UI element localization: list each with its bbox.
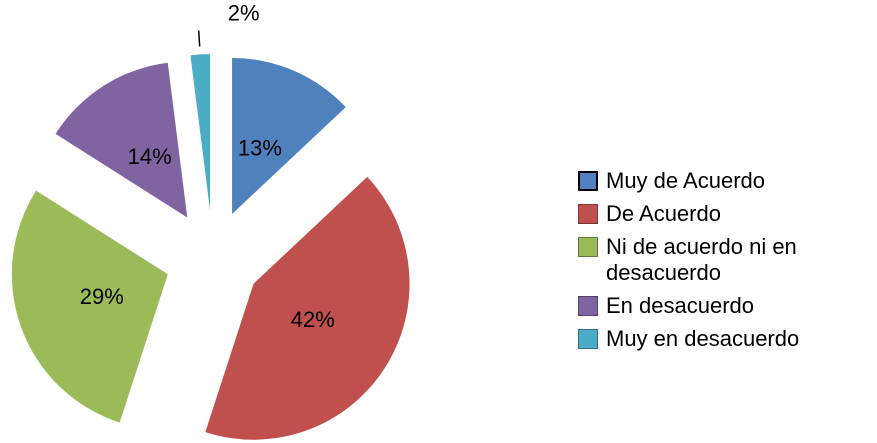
pie-slice bbox=[205, 176, 410, 440]
legend-swatch bbox=[578, 296, 598, 316]
pie-slice bbox=[190, 54, 210, 211]
legend-label: Ni de acuerdo ni en desacuerdo bbox=[606, 234, 797, 285]
leader-line bbox=[197, 30, 201, 47]
legend-label: En desacuerdo bbox=[606, 293, 754, 318]
legend-swatch bbox=[578, 237, 598, 257]
pie-slice bbox=[55, 62, 188, 218]
pie-slice bbox=[232, 57, 346, 214]
data-label: 2% bbox=[228, 0, 260, 25]
legend-swatch bbox=[578, 204, 598, 224]
legend-label: Muy de Acuerdo bbox=[606, 168, 765, 193]
legend-swatch bbox=[578, 171, 598, 191]
legend-item: En desacuerdo bbox=[578, 293, 868, 319]
legend: Muy de Acuerdo De Acuerdo Ni de acuerdo ni… bbox=[578, 168, 868, 359]
data-label: 29% bbox=[80, 284, 124, 309]
legend-item: Muy en desacuerdo bbox=[578, 326, 868, 352]
data-label: 13% bbox=[238, 135, 282, 160]
legend-label: De Acuerdo bbox=[606, 201, 721, 226]
pie-slice bbox=[11, 190, 168, 423]
legend-item: Muy de Acuerdo bbox=[578, 168, 868, 194]
data-label: 42% bbox=[291, 307, 335, 332]
legend-item: Ni de acuerdo ni en desacuerdo bbox=[578, 234, 868, 286]
data-label: 14% bbox=[128, 144, 172, 169]
legend-item: De Acuerdo bbox=[578, 201, 868, 227]
legend-swatch bbox=[578, 329, 598, 349]
legend-label: Muy en desacuerdo bbox=[606, 326, 800, 351]
